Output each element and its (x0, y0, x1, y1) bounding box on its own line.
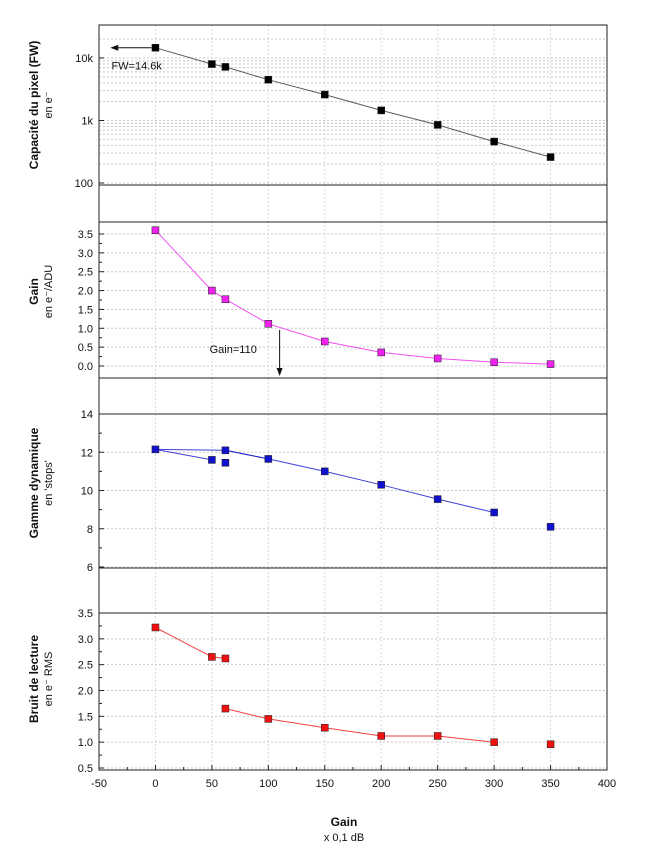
data-point (221, 654, 230, 663)
data-point (321, 90, 329, 99)
y-axis-label: Capacité du pixel (FW) (27, 41, 41, 170)
y-tick-label: 1k (81, 116, 93, 128)
data-point (433, 732, 442, 740)
y-tick-label: 2.5 (78, 660, 93, 672)
data-point (151, 226, 160, 234)
annotation-label: Gain=110 (210, 344, 257, 356)
data-point (221, 446, 230, 455)
y-tick-label: 6 (87, 562, 93, 574)
data-point (377, 106, 385, 115)
data-point (221, 295, 230, 303)
annotation-arrowhead (276, 368, 283, 376)
series-line (225, 708, 495, 743)
y-tick-label: 0.5 (78, 763, 93, 775)
panel-frame (98, 377, 608, 569)
y-tick-label: 14 (81, 409, 93, 421)
data-point (433, 121, 442, 129)
y-tick-label: 0.0 (78, 361, 93, 373)
data-point (433, 354, 442, 363)
data-point (377, 481, 385, 489)
data-point (151, 43, 160, 52)
panel-1: 100 1k 10k Capacité du pixel (FW) en e⁻ FW=14… (27, 24, 608, 190)
series-line (155, 448, 212, 461)
x-tick-label: 150 (316, 778, 334, 790)
y-axis-sublabel: en e⁻/ADU (43, 265, 55, 319)
x-tick-label: 100 (259, 778, 277, 790)
data-point (546, 523, 555, 531)
y-tick-label: 8 (87, 524, 93, 536)
data-point (151, 445, 160, 454)
data-point (377, 732, 385, 740)
data-point (321, 467, 329, 476)
y-tick-label: 3.0 (78, 634, 93, 646)
data-point (264, 715, 273, 723)
x-tick-label: -50 (91, 778, 107, 790)
y-tick-label: 3.0 (78, 248, 93, 260)
data-point (321, 723, 329, 732)
data-point (208, 286, 216, 295)
data-point (490, 358, 498, 366)
data-point (221, 459, 230, 467)
data-point (490, 137, 498, 146)
y-axis-label: Gamme dynamique (27, 427, 41, 538)
y-tick-label: 10k (75, 53, 93, 65)
x-tick-label: 200 (372, 778, 390, 790)
y-tick-label: 1.0 (78, 737, 93, 749)
x-tick-label: 400 (598, 778, 616, 790)
panel-3: 6 8 10 12 14 Gamme dynamique en 'stops' (27, 377, 608, 574)
y-tick-label: 1.0 (78, 323, 93, 335)
y-axis-sublabel: en 'stops' (43, 460, 55, 506)
data-point (208, 60, 216, 68)
y-tick-label: 3.5 (78, 229, 93, 241)
data-point (221, 704, 230, 713)
panel-2: 0.0 0.5 1.0 1.5 2.0 2.5 3.0 3.5 Gain en e⁻/ADU Gai… (27, 184, 608, 379)
data-point (377, 348, 385, 357)
x-tick-label: 250 (428, 778, 446, 790)
data-point (264, 75, 273, 84)
y-axis-label: Gain (27, 278, 41, 305)
panel-4: 0.5 1.0 1.5 2.0 2.5 3.0 3.5 Bruit de lecture en … (27, 567, 608, 775)
y-tick-label: 0.5 (78, 342, 93, 354)
annotation-arrowhead (110, 44, 119, 51)
y-tick-label: 1.5 (78, 304, 93, 316)
data-point (490, 508, 498, 517)
panel-frame (98, 24, 608, 186)
data-point (208, 653, 216, 661)
data-point (264, 320, 273, 328)
y-axis-label: Bruit de lecture (27, 635, 41, 723)
x-tick-label: 0 (152, 778, 158, 790)
y-axis-sublabel: en e⁻ RMS (43, 652, 55, 707)
data-point (151, 623, 160, 632)
y-tick-label: 2.5 (78, 267, 93, 279)
data-point (321, 337, 329, 346)
y-tick-label: 100 (75, 178, 93, 190)
data-point (546, 153, 555, 161)
data-point (221, 63, 230, 71)
y-tick-label: 2.0 (78, 686, 93, 698)
x-tick-label: 300 (485, 778, 503, 790)
data-point (490, 738, 498, 746)
y-axis-sublabel: en e⁻ (43, 91, 55, 118)
annotation-label: FW=14.6k (111, 61, 162, 73)
y-tick-label: 10 (81, 486, 93, 498)
data-point (546, 360, 555, 368)
y-tick-label: 3.5 (78, 608, 93, 620)
x-axis-label: Gain (331, 815, 358, 829)
data-point (546, 740, 555, 748)
x-tick-label: 50 (206, 778, 218, 790)
data-point (208, 456, 216, 464)
panel-frame (98, 184, 608, 379)
data-point (264, 455, 273, 463)
x-axis-sublabel: x 0,1 dB (324, 832, 364, 844)
x-tick-label: 350 (541, 778, 559, 790)
y-tick-label: 12 (81, 447, 93, 459)
y-tick-label: 1.5 (78, 711, 93, 723)
y-tick-label: 2.0 (78, 286, 93, 298)
data-point (433, 495, 442, 503)
panel-frame (98, 567, 608, 771)
